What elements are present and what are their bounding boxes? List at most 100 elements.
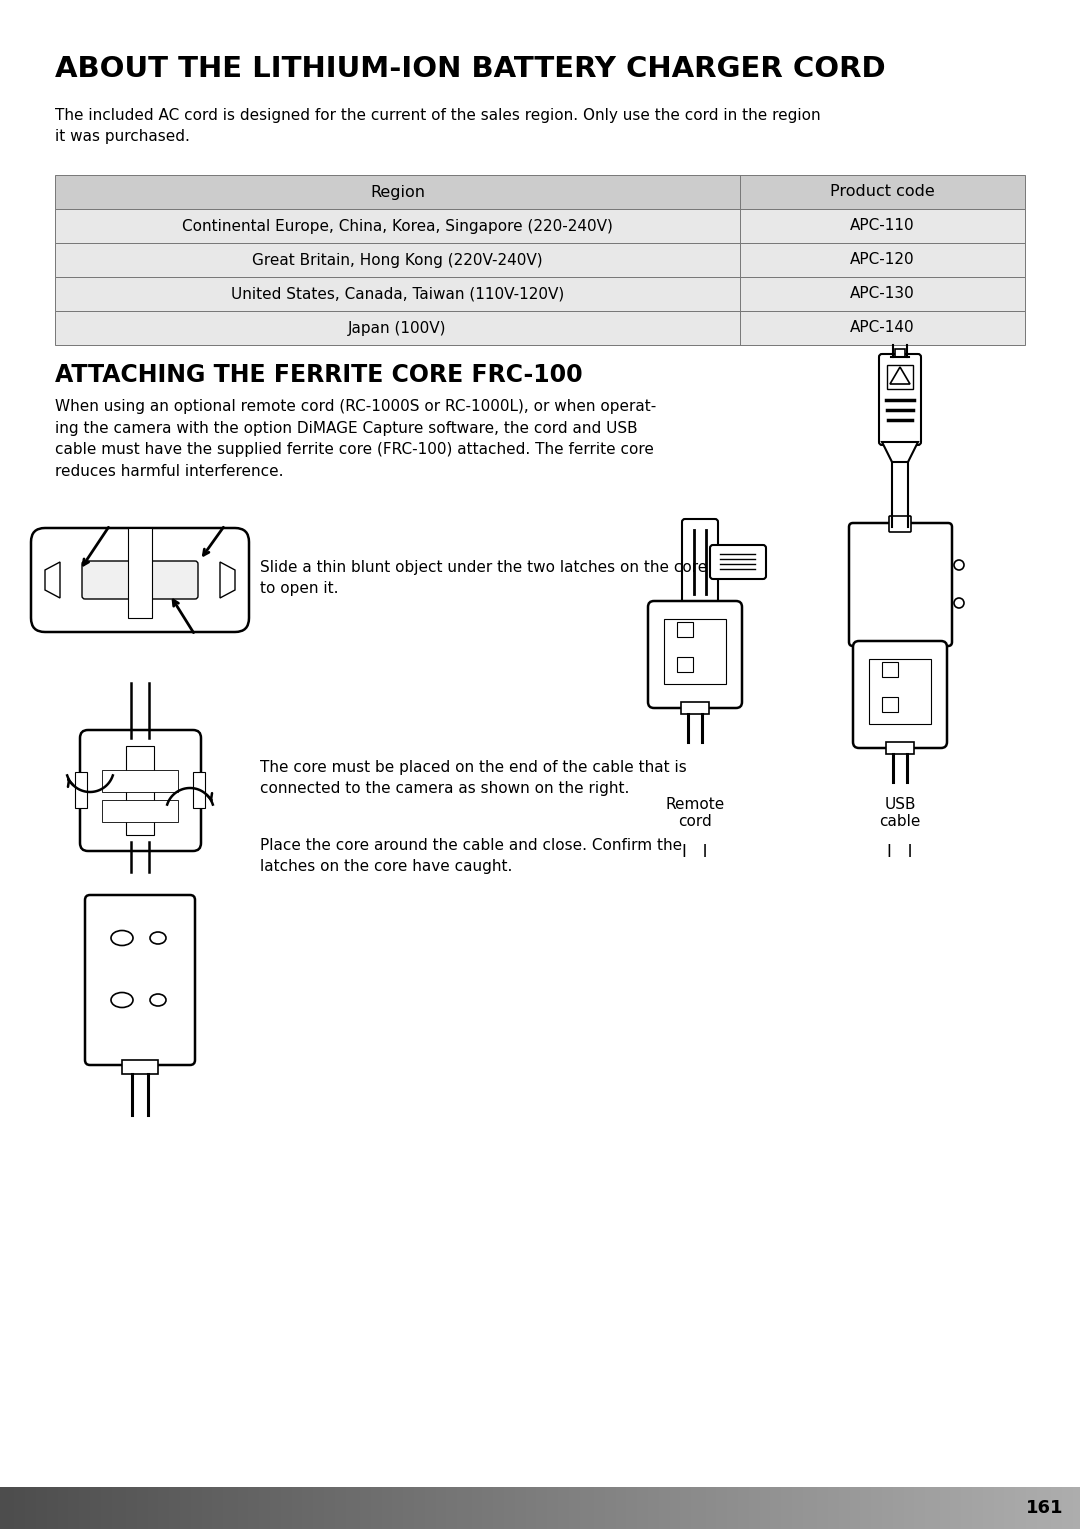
Bar: [608, 1488, 612, 1529]
Bar: [835, 1488, 839, 1529]
Bar: [424, 1488, 429, 1529]
FancyBboxPatch shape: [879, 355, 921, 445]
Bar: [619, 1488, 623, 1529]
Bar: [526, 1488, 529, 1529]
Bar: [68, 1488, 72, 1529]
Bar: [551, 1488, 554, 1529]
Bar: [824, 1488, 828, 1529]
Bar: [446, 1488, 450, 1529]
Bar: [497, 1488, 500, 1529]
Bar: [1066, 1488, 1069, 1529]
Bar: [856, 1488, 861, 1529]
Bar: [753, 1488, 756, 1529]
Bar: [867, 1488, 872, 1529]
Bar: [623, 1488, 626, 1529]
Bar: [713, 1488, 716, 1529]
Bar: [889, 1488, 893, 1529]
FancyBboxPatch shape: [849, 523, 951, 645]
Bar: [478, 1488, 483, 1529]
Text: The included AC cord is designed for the current of the sales region. Only use t: The included AC cord is designed for the…: [55, 109, 821, 144]
Bar: [46, 1488, 51, 1529]
Bar: [1044, 1488, 1048, 1529]
Bar: [137, 1488, 140, 1529]
Bar: [548, 1488, 551, 1529]
FancyBboxPatch shape: [889, 515, 912, 532]
Bar: [1069, 1488, 1072, 1529]
Bar: [130, 1488, 133, 1529]
Bar: [565, 1488, 569, 1529]
Bar: [346, 1488, 349, 1529]
Bar: [710, 1488, 713, 1529]
Bar: [677, 622, 693, 638]
Bar: [961, 1488, 964, 1529]
Bar: [850, 1488, 853, 1529]
Bar: [864, 1488, 867, 1529]
Bar: [3, 1488, 8, 1529]
Bar: [886, 1488, 889, 1529]
Bar: [839, 1488, 842, 1529]
Text: Product code: Product code: [831, 185, 935, 199]
Bar: [342, 1488, 346, 1529]
Bar: [173, 1488, 176, 1529]
Text: ABOUT THE LITHIUM-ION BATTERY CHARGER CORD: ABOUT THE LITHIUM-ION BATTERY CHARGER CO…: [55, 55, 886, 83]
Text: 161: 161: [1026, 1498, 1064, 1517]
Bar: [367, 1488, 370, 1529]
Bar: [1023, 1488, 1026, 1529]
Bar: [392, 1488, 396, 1529]
Bar: [540, 1488, 543, 1529]
Bar: [1058, 1488, 1062, 1529]
Bar: [759, 1488, 764, 1529]
Bar: [122, 1060, 158, 1073]
Bar: [378, 1488, 381, 1529]
Bar: [202, 1488, 205, 1529]
Bar: [281, 1488, 284, 1529]
Bar: [947, 1488, 950, 1529]
Bar: [802, 1488, 807, 1529]
Bar: [605, 1488, 608, 1529]
Bar: [375, 1488, 378, 1529]
Bar: [170, 1488, 173, 1529]
Bar: [483, 1488, 486, 1529]
Bar: [321, 1488, 324, 1529]
Bar: [583, 1488, 586, 1529]
Bar: [954, 1488, 958, 1529]
Bar: [918, 1488, 921, 1529]
Bar: [936, 1488, 940, 1529]
Bar: [11, 1488, 14, 1529]
Bar: [813, 1488, 818, 1529]
Bar: [475, 1488, 478, 1529]
Bar: [184, 1488, 187, 1529]
Bar: [764, 1488, 767, 1529]
Bar: [407, 1488, 410, 1529]
Bar: [532, 1488, 537, 1529]
Bar: [792, 1488, 796, 1529]
Bar: [86, 1488, 90, 1529]
Bar: [1055, 1488, 1058, 1529]
Bar: [893, 1488, 896, 1529]
Text: APC-140: APC-140: [850, 321, 915, 335]
Bar: [664, 619, 726, 683]
Bar: [626, 1488, 630, 1529]
Bar: [241, 1488, 245, 1529]
Bar: [213, 1488, 216, 1529]
Bar: [79, 1488, 83, 1529]
Bar: [464, 1488, 468, 1529]
Bar: [288, 1488, 292, 1529]
Bar: [1040, 1488, 1044, 1529]
Bar: [302, 1488, 306, 1529]
Bar: [994, 1488, 997, 1529]
Bar: [846, 1488, 850, 1529]
Bar: [421, 1488, 424, 1529]
Bar: [313, 1488, 316, 1529]
Bar: [238, 1488, 241, 1529]
Bar: [680, 1488, 684, 1529]
Ellipse shape: [111, 992, 133, 1008]
Bar: [461, 1488, 464, 1529]
Bar: [702, 1488, 705, 1529]
Bar: [338, 1488, 342, 1529]
Bar: [180, 1488, 184, 1529]
Bar: [29, 1488, 32, 1529]
Bar: [259, 1488, 262, 1529]
Bar: [54, 1488, 57, 1529]
Bar: [140, 1488, 144, 1529]
